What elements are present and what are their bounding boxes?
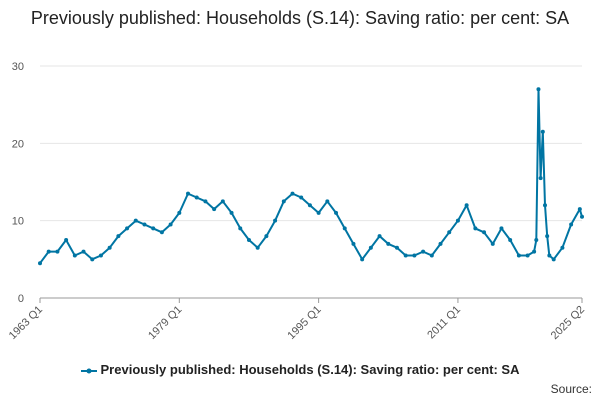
data-point <box>560 245 565 250</box>
data-point <box>540 129 545 134</box>
x-tick-label: 1979 Q1 <box>146 304 184 342</box>
legend[interactable]: Previously published: Households (S.14):… <box>0 362 600 377</box>
data-point <box>360 257 365 262</box>
data-point <box>159 230 164 235</box>
legend-label: Previously published: Households (S.14):… <box>100 362 520 377</box>
legend-swatch <box>80 368 97 374</box>
x-tick-label: 2025 Q2 <box>549 304 587 342</box>
data-point <box>516 253 521 258</box>
data-point <box>203 199 208 204</box>
data-point <box>246 238 251 242</box>
data-point <box>307 203 312 208</box>
series-line <box>39 88 583 264</box>
data-point <box>264 234 269 239</box>
data-point <box>342 226 347 231</box>
data-point <box>125 226 130 231</box>
data-point <box>299 195 304 200</box>
data-point <box>290 191 295 196</box>
data-point <box>438 241 443 246</box>
data-point <box>525 253 530 258</box>
data-point <box>447 230 452 235</box>
data-point <box>473 226 478 231</box>
data-point <box>455 218 460 223</box>
data-point <box>368 245 373 250</box>
y-tick-labels: 0 10 20 30 <box>12 61 24 305</box>
data-point <box>508 238 513 242</box>
data-point <box>151 226 156 231</box>
x-tick-label: 1963 Q1 <box>7 304 45 342</box>
data-point <box>394 245 399 250</box>
data-point <box>212 207 217 212</box>
data-point <box>46 249 51 254</box>
y-tick-label: 30 <box>12 61 24 73</box>
data-point <box>538 176 543 181</box>
data-point <box>133 218 138 223</box>
data-point <box>281 199 286 204</box>
data-point <box>534 238 539 242</box>
data-point <box>325 199 330 204</box>
data-point <box>168 222 173 227</box>
data-point <box>429 253 434 258</box>
data-point <box>72 253 77 258</box>
data-point <box>238 226 243 231</box>
data-point <box>377 234 382 239</box>
y-tick-label: 20 <box>12 138 24 150</box>
data-point <box>107 245 112 250</box>
chart-title: Previously published: Households (S.14):… <box>30 8 570 28</box>
data-point <box>490 241 495 246</box>
data-point <box>464 203 469 208</box>
data-point <box>569 222 574 227</box>
data-point <box>334 210 339 215</box>
data-point <box>499 226 504 231</box>
data-point <box>577 207 582 212</box>
data-point <box>55 249 60 254</box>
data-point <box>229 210 234 215</box>
x-tick-labels: 1963 Q1 1979 Q1 1995 Q1 2011 Q1 2025 Q2 <box>7 304 587 342</box>
data-point <box>273 218 278 223</box>
data-point <box>532 249 537 254</box>
data-point <box>542 203 547 208</box>
data-point <box>536 87 541 92</box>
data-point <box>551 257 556 262</box>
x-tick-label: 2011 Q1 <box>425 304 463 342</box>
data-point <box>81 249 86 254</box>
data-point <box>547 253 552 258</box>
data-point <box>177 210 182 215</box>
data-point <box>482 230 487 235</box>
data-point <box>90 257 95 262</box>
data-point <box>316 210 321 215</box>
data-point <box>38 261 42 266</box>
gridlines <box>40 65 582 222</box>
data-point <box>545 234 550 239</box>
data-point <box>220 199 225 204</box>
data-point <box>412 253 417 258</box>
x-tick-label: 1995 Q1 <box>285 304 323 342</box>
data-point <box>194 195 199 200</box>
data-point <box>64 238 69 242</box>
data-point <box>142 222 147 227</box>
data-point <box>403 253 408 258</box>
y-tick-label: 10 <box>12 216 24 228</box>
data-point <box>186 191 191 196</box>
source-label: Source: <box>550 382 592 396</box>
axes <box>39 297 583 303</box>
data-point <box>351 241 356 246</box>
data-point <box>580 214 584 219</box>
data-point <box>386 241 391 246</box>
data-point <box>98 253 103 258</box>
y-tick-label: 0 <box>18 293 24 305</box>
data-point <box>421 249 426 254</box>
series-layer <box>38 87 584 266</box>
data-point <box>116 234 121 239</box>
data-point <box>255 245 260 250</box>
